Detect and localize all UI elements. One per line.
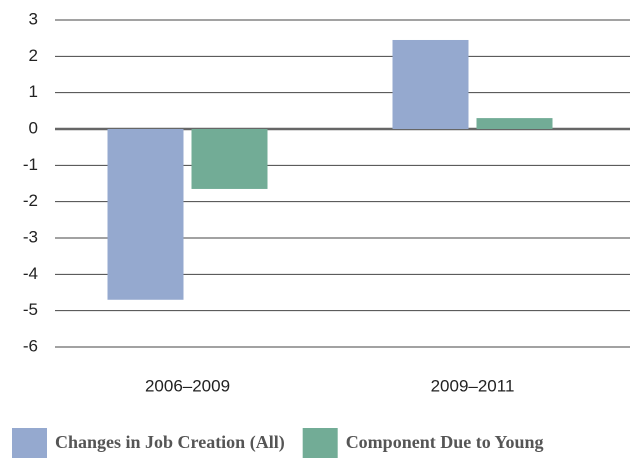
y-tick-label: 2 <box>29 46 38 65</box>
bar <box>476 118 553 129</box>
legend-swatch <box>12 428 47 458</box>
y-tick-label: -2 <box>23 191 38 210</box>
legend-label: Component Due to Young <box>346 432 544 452</box>
y-tick-label: 1 <box>29 82 38 101</box>
bar <box>392 39 469 129</box>
y-tick-label: -4 <box>23 264 38 283</box>
legend-label: Changes in Job Creation (All) <box>55 432 285 453</box>
y-tick-label: 3 <box>29 9 38 28</box>
y-tick-label: -5 <box>23 300 38 319</box>
bar <box>107 129 184 300</box>
y-tick-label: -1 <box>23 155 38 174</box>
x-tick-label: 2009–2011 <box>431 376 515 395</box>
y-tick-label: -6 <box>23 336 38 355</box>
y-tick-label: 0 <box>29 118 38 137</box>
bar <box>191 129 268 189</box>
x-tick-label: 2006–2009 <box>145 376 230 395</box>
y-tick-label: -3 <box>23 227 38 246</box>
legend-swatch <box>302 428 338 458</box>
